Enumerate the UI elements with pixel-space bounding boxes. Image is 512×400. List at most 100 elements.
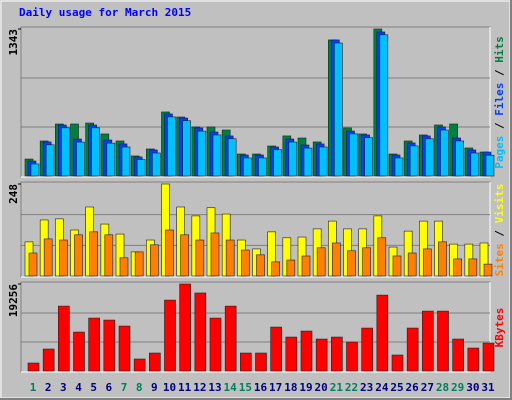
bar (379, 34, 389, 177)
panel-bevel (21, 182, 491, 278)
bar (180, 234, 189, 277)
y-tick-label: 248 (7, 184, 20, 204)
bar (28, 252, 38, 277)
x-tick-label: 30 (466, 381, 479, 394)
bar (241, 249, 250, 277)
bar (255, 352, 267, 372)
x-tick-label: 15 (239, 381, 252, 394)
legend: Sites / Visits (493, 184, 506, 277)
bar (362, 247, 371, 277)
x-tick-label: 28 (436, 381, 449, 394)
y-tick-label: 19256 (7, 284, 20, 317)
bar (407, 252, 417, 277)
bar (376, 294, 389, 372)
bar (482, 342, 495, 372)
x-tick-label: 1 (30, 381, 37, 394)
bar (273, 149, 282, 177)
bar (349, 133, 358, 177)
bar (194, 292, 207, 372)
bar (91, 127, 100, 177)
bar (30, 163, 40, 177)
bar (394, 157, 404, 177)
legend: KBytes (493, 308, 506, 348)
x-tick-label: 23 (360, 381, 373, 394)
x-tick-label: 11 (178, 381, 192, 394)
x-tick-label: 9 (151, 381, 158, 394)
x-tick-label: 20 (315, 381, 328, 394)
x-tick-label: 29 (451, 381, 464, 394)
x-tick-label: 18 (284, 381, 297, 394)
bar (437, 310, 449, 372)
x-tick-label: 6 (106, 381, 113, 394)
x-tick-label: 31 (481, 381, 495, 394)
bar (195, 239, 205, 277)
x-tick-label: 12 (193, 381, 206, 394)
bar (300, 330, 313, 372)
bar (455, 140, 464, 177)
bar (331, 336, 343, 372)
bar (258, 157, 267, 177)
legend-entry: Files (493, 83, 506, 116)
y-tick-label: 1343 (7, 29, 20, 56)
bar (270, 326, 282, 372)
bar (334, 42, 343, 177)
bar (288, 141, 298, 177)
bar (133, 358, 146, 372)
bar (74, 234, 83, 277)
bar (225, 239, 235, 277)
x-tick-label: 22 (345, 381, 358, 394)
bar (197, 130, 207, 177)
bar (224, 305, 237, 372)
bar (106, 142, 116, 177)
bar (468, 258, 478, 277)
bar (212, 134, 222, 177)
bar (179, 283, 191, 372)
x-tick-label: 21 (330, 381, 344, 394)
x-tick-label: 24 (375, 381, 389, 394)
bar (27, 362, 40, 372)
legend-entry: Hits (493, 36, 506, 63)
x-tick-label: 5 (90, 381, 97, 394)
x-tick-label: 26 (406, 381, 420, 394)
x-tick-label: 14 (224, 381, 238, 394)
x-tick-label: 2 (45, 381, 52, 394)
bar (104, 234, 114, 277)
bar (332, 242, 341, 277)
bar (453, 258, 462, 277)
bar (61, 127, 70, 177)
bar (271, 261, 280, 277)
bar (89, 231, 98, 277)
x-tick-label: 16 (254, 381, 268, 394)
bar (303, 147, 313, 177)
bar (136, 159, 146, 177)
x-tick-label: 8 (136, 381, 143, 394)
bar (440, 129, 449, 177)
x-tick-label: 10 (163, 381, 176, 394)
bar (58, 305, 70, 372)
bar (485, 154, 495, 177)
bar (119, 257, 129, 277)
bar (240, 352, 252, 372)
bar (256, 254, 265, 277)
bar (164, 299, 176, 372)
bar (391, 354, 404, 372)
x-tick-label: 13 (208, 381, 221, 394)
panel-bevel (21, 27, 491, 178)
bar (118, 325, 131, 372)
bar (167, 116, 176, 177)
bar (286, 259, 296, 277)
bar (285, 336, 298, 372)
bar (422, 310, 434, 372)
bar (134, 251, 144, 277)
bar (346, 341, 358, 372)
legend-separator: / (493, 116, 506, 136)
legend-entry: KBytes (493, 308, 506, 348)
bar (364, 137, 373, 177)
legend: Pages / Files / Hits (493, 36, 506, 169)
bar (467, 347, 480, 372)
bar (409, 145, 419, 177)
bar (150, 244, 159, 277)
bar (103, 319, 116, 372)
bar (165, 229, 174, 277)
